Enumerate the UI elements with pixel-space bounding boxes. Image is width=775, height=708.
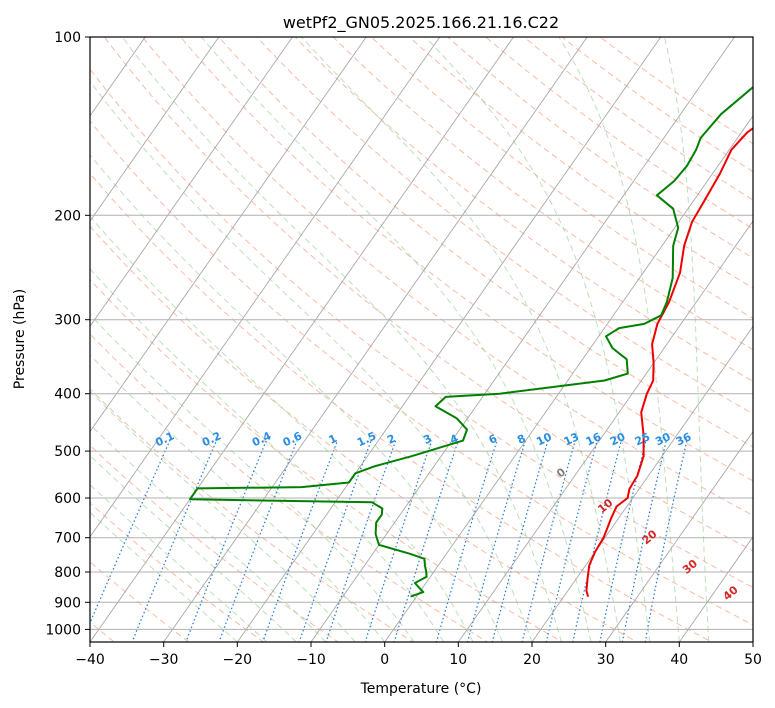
dry-adiabat-line: [90, 68, 753, 589]
x-tick-label: −20: [223, 652, 253, 668]
moist-adiabat-line: [300, 37, 621, 642]
x-tick-label: −30: [149, 652, 179, 668]
mixing-ratio-label: 30: [653, 430, 673, 448]
mixing-ratio-line: [298, 440, 372, 642]
moist-adiabat-line: [90, 154, 503, 642]
dewpoint-trace: [188, 85, 753, 598]
x-tick-label: 50: [744, 652, 762, 668]
y-tick-label: 200: [54, 208, 81, 224]
x-tick-label: 20: [523, 652, 541, 668]
moist-adiabat-line: [90, 511, 238, 642]
isotherm-line: [90, 37, 293, 328]
dry-adiabat-line: [218, 37, 753, 448]
isotherm-line: [90, 37, 514, 642]
y-tick-label: 900: [54, 595, 81, 611]
moist-adiabats: [90, 37, 710, 642]
isotherm-line: [90, 37, 367, 433]
mixing-ratio-label: 20: [608, 430, 628, 448]
dry-adiabat-line: [294, 37, 753, 382]
moist-adiabat-line: [90, 354, 386, 642]
moist-adiabat-line: [90, 80, 533, 642]
mixing-ratio-line: [491, 440, 549, 642]
dry-adiabat-line: [90, 278, 564, 642]
y-tick-label: 1000: [45, 622, 81, 638]
plot-frame: [89, 36, 754, 643]
mixing-ratio-label: 16: [584, 430, 604, 448]
mixing-ratio-line: [90, 440, 171, 625]
x-tick-label: −10: [296, 652, 326, 668]
moist-adiabat-line: [90, 423, 327, 642]
isotherm-line: [236, 37, 662, 642]
dry-adiabat-line: [90, 502, 265, 642]
dry-adiabat-line: [90, 120, 753, 626]
y-tick-label: 700: [54, 531, 81, 547]
x-tick-label: 0: [380, 652, 389, 668]
y-axis-ticks: 100 200 300 400 500 600 700 800 900 1000: [45, 30, 90, 638]
temperature-trace: [585, 127, 753, 597]
dry-adiabat-line: [141, 37, 753, 517]
moist-adiabat-line: [90, 483, 268, 642]
isotherm-line: [163, 37, 588, 642]
isotherm-line: [90, 37, 220, 222]
y-axis-title: Pressure (hPa): [12, 289, 28, 389]
y-tick-label: 600: [54, 491, 81, 507]
x-tick-label: 40: [670, 652, 688, 668]
x-axis-title: Temperature (°C): [360, 681, 482, 697]
sounding-traces: [188, 85, 753, 598]
y-tick-label: 800: [54, 565, 81, 581]
x-tick-label: 30: [597, 652, 615, 668]
moist-adiabat-line: [201, 37, 592, 642]
dry-adiabat-line: [103, 37, 753, 552]
isotherm-line: [90, 37, 441, 538]
dry-adiabat-line: [180, 37, 753, 482]
moist-adiabat-line: [425, 37, 651, 642]
isotherm-line: [384, 115, 753, 642]
chart-title: wetPf2_GN05.2025.166.21.16.C22: [283, 13, 559, 33]
mixing-ratio-label: 13: [562, 430, 581, 448]
mixing-ratio-line: [466, 440, 526, 642]
moist-adiabat-line: [90, 454, 297, 642]
isotherm-line: [310, 37, 735, 642]
mixing-ratio-label: 25: [633, 430, 652, 448]
moist-adiabat-line: [90, 390, 356, 642]
isotherm-line: [605, 430, 753, 642]
moist-adiabat-line: [90, 268, 445, 642]
dry-adiabat-line: [90, 225, 639, 642]
mixing-ratio-lines: [90, 440, 688, 642]
mixing-ratio-label: 10: [534, 430, 554, 448]
y-tick-label: 500: [54, 444, 81, 460]
dry-adiabat-line: [332, 37, 753, 351]
isotherm-line: [457, 220, 753, 642]
x-axis-ticks: −40 −30 −20 −10 0 10 20 30 40 50: [75, 642, 762, 668]
mixing-ratio-line: [364, 440, 433, 642]
mixing-ratio-line: [545, 440, 598, 642]
mixing-ratio-label: 36: [674, 430, 694, 448]
dry-adiabat-line: [90, 444, 340, 642]
mixing-ratio-line: [435, 440, 498, 642]
moist-adiabat-line: [558, 37, 680, 642]
mixing-ratio-line: [325, 440, 397, 642]
x-tick-label: 10: [449, 652, 467, 668]
moist-adiabat-line: [121, 37, 562, 642]
y-tick-label: 400: [54, 387, 81, 403]
mixing-ratio-line: [521, 440, 576, 642]
moist-adiabat-line: [664, 37, 710, 642]
y-tick-label: 100: [54, 30, 81, 46]
mixing-ratio-line: [393, 440, 459, 642]
dry-adiabats: [90, 37, 753, 642]
y-tick-label: 300: [54, 313, 81, 329]
isotherm-line: [678, 536, 753, 642]
x-tick-label: −40: [75, 652, 105, 668]
plot-area: -100-90-80-70-60-50-40-30-20-100.10.20.4…: [90, 37, 753, 642]
dry-adiabat-line: [90, 388, 414, 642]
pressure-gridlines: [90, 37, 753, 630]
moist-adiabat-line: [90, 215, 474, 642]
